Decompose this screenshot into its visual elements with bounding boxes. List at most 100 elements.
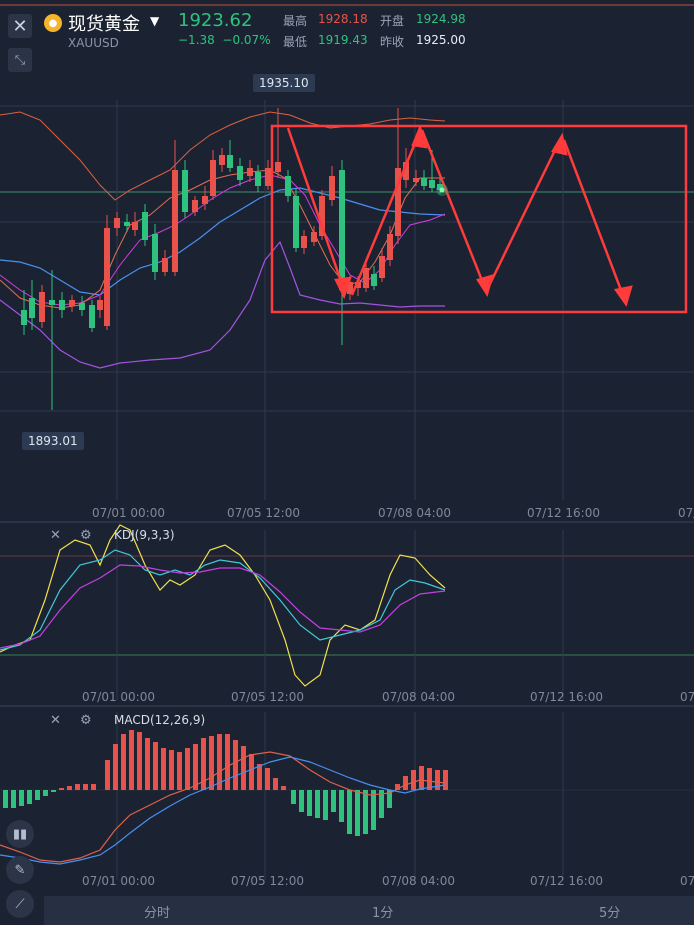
- macd-bar: [51, 790, 56, 792]
- macd-bar: [299, 790, 304, 812]
- candle-body: [395, 168, 401, 236]
- macd-bar: [371, 790, 376, 830]
- macd-bar: [153, 742, 158, 790]
- macd-bar: [59, 788, 64, 790]
- x-tick-label: 07/12 16:00: [530, 874, 603, 888]
- macd-bar: [129, 730, 134, 790]
- x-tick-label: 07/08 04:00: [378, 506, 451, 520]
- prev-close-label: 昨收: [380, 35, 405, 49]
- candle-body: [21, 310, 27, 325]
- last-price: 1923.62: [178, 10, 253, 31]
- macd-bar: [113, 744, 118, 790]
- x-tick-label: 07/08 04:00: [382, 874, 455, 888]
- x-tick-label: 07/: [680, 874, 694, 888]
- kdj-label: KDJ(9,3,3): [114, 528, 175, 542]
- candle-body: [192, 200, 198, 212]
- macd-bar: [379, 790, 384, 818]
- macd-bar: [339, 790, 344, 822]
- price-change: −1.38 −0.07%: [178, 33, 271, 47]
- prev-close-value: 1925.00: [416, 33, 466, 47]
- macd-bar: [217, 734, 222, 790]
- close-chart-button[interactable]: ✕: [8, 14, 32, 38]
- macd-bar: [193, 744, 198, 790]
- macd-histogram: [3, 730, 448, 836]
- macd-bar: [19, 790, 24, 806]
- macd-bar: [137, 732, 142, 790]
- low-value: 1919.43: [318, 33, 368, 47]
- macd-bar: [427, 768, 432, 790]
- macd-bar: [83, 784, 88, 790]
- macd-bar: [105, 760, 110, 790]
- collapse-button[interactable]: ⤡: [8, 48, 32, 72]
- macd-bar: [273, 778, 278, 790]
- macd-bar: [241, 746, 246, 790]
- macd-bar: [121, 734, 126, 790]
- candlesticks: [21, 108, 443, 410]
- candle-body: [371, 274, 377, 286]
- macd-bar: [201, 738, 206, 790]
- candle-body: [285, 176, 291, 196]
- macd-bar: [443, 770, 448, 790]
- candle-body: [29, 298, 35, 318]
- x-tick-label: 07/12 16:00: [530, 690, 603, 704]
- candle-body: [182, 170, 188, 212]
- close-macd-icon[interactable]: ✕: [50, 713, 61, 728]
- macd-bar: [419, 766, 424, 790]
- macd-bar: [169, 750, 174, 790]
- tab-5min[interactable]: 5分: [599, 906, 621, 921]
- macd-bar: [395, 784, 400, 790]
- gear-icon[interactable]: ⚙: [80, 528, 92, 543]
- candle-body: [227, 155, 233, 168]
- macd-bar: [281, 786, 286, 790]
- candle-body: [421, 178, 427, 186]
- candle-body: [293, 196, 299, 248]
- macd-bar: [161, 748, 166, 790]
- macd-bar: [347, 790, 352, 834]
- x-tick-label: 07/: [680, 690, 694, 704]
- close-kdj-icon[interactable]: ✕: [50, 528, 61, 543]
- candle-body: [79, 303, 85, 310]
- candle-body: [202, 196, 208, 204]
- candle-body: [114, 218, 120, 228]
- low-label: 最低: [283, 35, 308, 49]
- macd-bar: [225, 734, 230, 790]
- macd-bar: [435, 770, 440, 790]
- candle-body: [413, 178, 419, 182]
- macd-bar: [355, 790, 360, 836]
- candle-body: [301, 236, 307, 248]
- x-tick-label: 07/01 00:00: [82, 874, 155, 888]
- draw-tool-button[interactable]: ✎: [6, 856, 34, 884]
- macd-bar: [3, 790, 8, 808]
- macd-bar: [11, 790, 16, 808]
- high-label: 最高: [283, 14, 308, 28]
- candle-body: [89, 305, 95, 328]
- macd-bar: [307, 790, 312, 816]
- instrument-title[interactable]: 现货黄金: [68, 14, 140, 35]
- x-tick-label: 07/05 12:00: [227, 506, 300, 520]
- macd-bar: [209, 736, 214, 790]
- candle-body: [237, 166, 243, 180]
- indicator-tool-button[interactable]: ▮▮: [6, 820, 34, 848]
- candle-body: [49, 300, 55, 305]
- macd-bar: [249, 754, 254, 790]
- candle-body: [39, 292, 45, 322]
- line-tool-button[interactable]: ⟋: [6, 890, 34, 918]
- candle-body: [219, 155, 225, 165]
- candle-body: [339, 170, 345, 290]
- candle-body: [59, 300, 65, 310]
- candle-body: [387, 234, 393, 260]
- open-label: 开盘: [380, 14, 405, 28]
- macd-bar: [177, 752, 182, 790]
- tab-1min[interactable]: 1分: [372, 906, 394, 921]
- gear-icon[interactable]: ⚙: [80, 713, 92, 728]
- macd-bar: [145, 738, 150, 790]
- tab-time-sharing[interactable]: 分时: [144, 906, 171, 921]
- macd-bar: [403, 776, 408, 790]
- min-price-tag: 1893.01: [22, 432, 84, 450]
- candle-body: [210, 160, 216, 196]
- close-icon: ✕: [12, 15, 28, 37]
- x-tick-label: 07/05 12:00: [231, 874, 304, 888]
- candle-body: [69, 300, 75, 306]
- chevron-down-icon[interactable]: ▼: [150, 14, 160, 28]
